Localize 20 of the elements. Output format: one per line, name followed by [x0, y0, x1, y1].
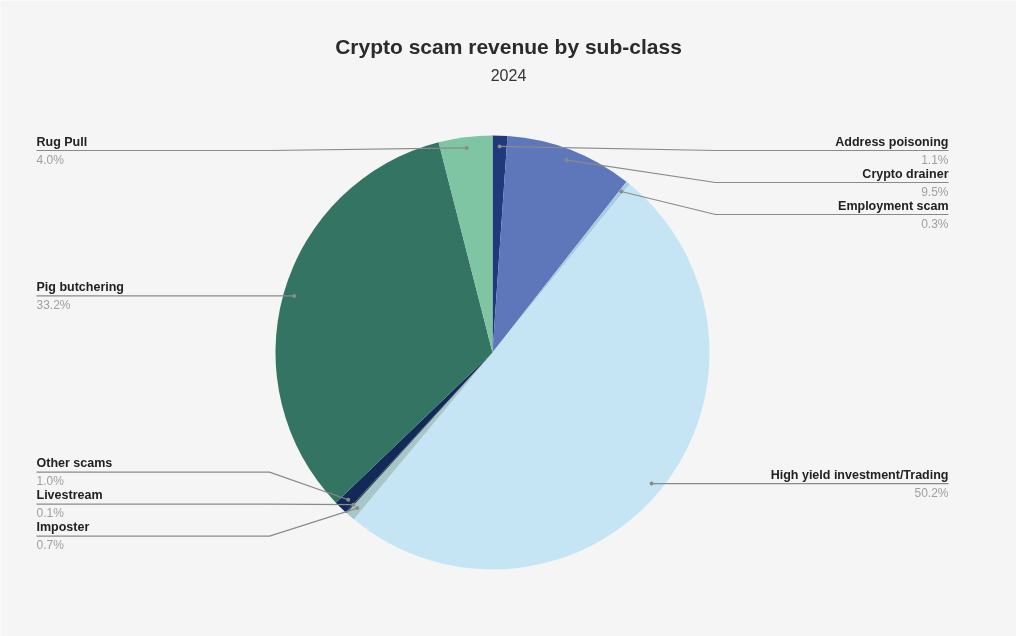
- chart-title: Crypto scam revenue by sub-class: [335, 35, 682, 58]
- slice-label: Crypto drainer: [862, 166, 949, 181]
- data-label: 1.1%: [921, 152, 949, 167]
- slice-label: Imposter: [36, 520, 90, 535]
- data-label: 1.0%: [36, 474, 65, 489]
- data-label: 0.3%: [921, 216, 949, 231]
- data-label: 0.1%: [36, 506, 65, 521]
- data-label: 0.7%: [36, 538, 65, 553]
- data-label: 9.5%: [921, 184, 949, 199]
- slice-label: Address poisoning: [835, 134, 949, 149]
- data-label: 4.0%: [36, 152, 65, 167]
- slice-label: High yield investment/Trading: [770, 467, 949, 482]
- slice-label: Livestream: [36, 488, 103, 503]
- slice-label: Other scams: [36, 456, 113, 471]
- data-label: 50.2%: [914, 485, 949, 500]
- data-label: 33.2%: [36, 297, 71, 312]
- slice-label: Rug Pull: [36, 134, 88, 149]
- slice-label: Employment scam: [838, 198, 949, 213]
- slice-label: Pig butchering: [36, 279, 124, 294]
- chart-subtitle: 2024: [490, 66, 527, 84]
